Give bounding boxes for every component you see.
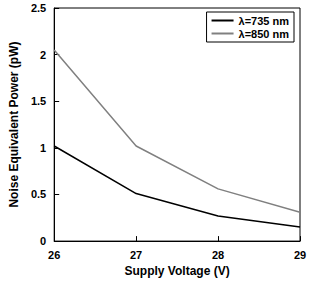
svg-text:26: 26 [48,249,60,261]
svg-text:27: 27 [130,249,142,261]
svg-text:28: 28 [212,249,224,261]
svg-text:29: 29 [294,249,306,261]
svg-text:1: 1 [40,142,46,154]
svg-text:0: 0 [40,235,46,247]
svg-text:2: 2 [40,49,46,61]
svg-text:0.5: 0.5 [31,188,46,200]
svg-text:λ=735 nm: λ=735 nm [239,15,290,27]
svg-text:2.5: 2.5 [31,2,46,14]
svg-text:Noise Equivalent Power (pW): Noise Equivalent Power (pW) [7,42,21,208]
svg-text:Supply Voltage (V): Supply Voltage (V) [125,264,230,278]
svg-text:λ=850 nm: λ=850 nm [239,28,290,40]
svg-text:1.5: 1.5 [31,95,46,107]
